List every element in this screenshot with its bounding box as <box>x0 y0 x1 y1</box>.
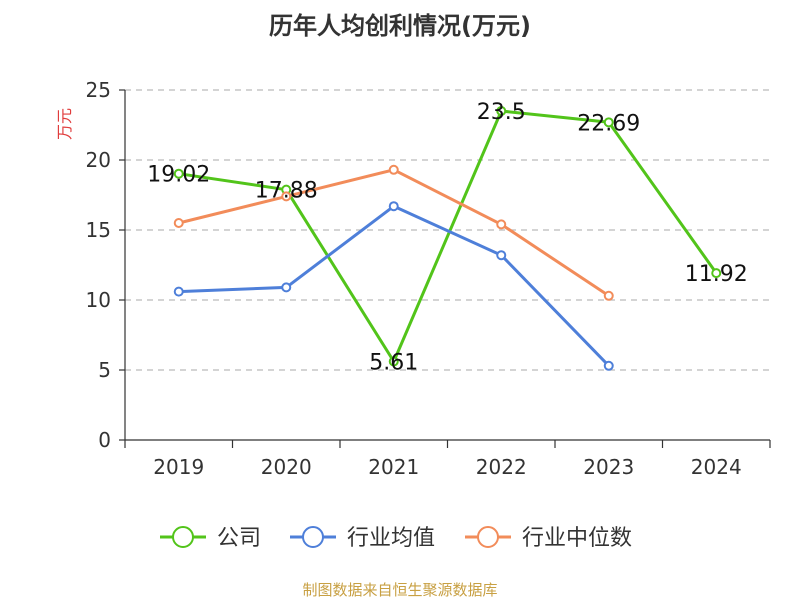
series-group <box>173 106 722 371</box>
legend-marker <box>477 526 499 548</box>
data-point[interactable] <box>603 117 614 128</box>
y-tick-label: 5 <box>98 358 111 382</box>
x-tick-label: 2020 <box>261 455 312 479</box>
data-label: 23.5 <box>477 100 526 125</box>
data-label: 5.61 <box>369 350 418 375</box>
legend-marker <box>172 526 194 548</box>
legend-item-2[interactable]: 行业中位数 <box>465 526 632 551</box>
source-note: 制图数据来自恒生聚源数据库 <box>302 581 497 599</box>
data-point[interactable] <box>173 286 184 297</box>
y-tick-label: 10 <box>86 288 111 312</box>
data-point[interactable] <box>281 282 292 293</box>
x-tick-label: 2022 <box>476 455 527 479</box>
data-label: 22.69 <box>577 111 640 136</box>
series-line-0 <box>178 109 718 363</box>
chart-title: 历年人均创利情况(万元) <box>269 12 531 40</box>
axes: 0 5 10 15 20 25 2019 2020 2021 2022 2023 2024 <box>86 78 771 479</box>
x-tick-label: 2023 <box>583 455 634 479</box>
legend-label: 行业均值 <box>347 526 435 551</box>
y-tick-label: 0 <box>98 428 111 452</box>
x-tick-label: 2024 <box>691 455 742 479</box>
x-tick-label: 2019 <box>153 455 204 479</box>
legend-marker <box>302 526 324 548</box>
data-point[interactable] <box>388 164 399 175</box>
data-point[interactable] <box>281 191 292 202</box>
data-point[interactable] <box>711 268 722 279</box>
y-tick-label: 25 <box>86 78 111 102</box>
data-point[interactable] <box>388 356 399 367</box>
data-labels: 19.02 17.88 5.61 23.5 22.69 11.92 <box>147 100 747 375</box>
y-tick-label: 15 <box>86 218 111 242</box>
legend-item-1[interactable]: 行业均值 <box>290 526 435 551</box>
x-tick-label: 2021 <box>368 455 419 479</box>
legend-item-0[interactable]: 公司 <box>160 526 261 551</box>
legend[interactable]: 公司 行业均值 行业中位数 <box>160 526 632 551</box>
data-point[interactable] <box>496 106 507 116</box>
data-point[interactable] <box>496 219 507 230</box>
y-tick-label: 20 <box>86 148 111 172</box>
data-point[interactable] <box>173 168 184 179</box>
y-axis-label: 万元 <box>55 108 74 140</box>
data-label: 17.88 <box>255 179 318 204</box>
data-point[interactable] <box>603 290 614 301</box>
data-point[interactable] <box>388 201 399 212</box>
legend-label: 行业中位数 <box>522 526 632 551</box>
data-point[interactable] <box>173 218 184 228</box>
series-line-2 <box>178 168 610 298</box>
data-point[interactable] <box>603 360 614 371</box>
legend-label: 公司 <box>217 526 261 551</box>
data-label: 11.92 <box>685 262 748 287</box>
data-point[interactable] <box>496 250 507 261</box>
data-label: 19.02 <box>147 163 210 188</box>
